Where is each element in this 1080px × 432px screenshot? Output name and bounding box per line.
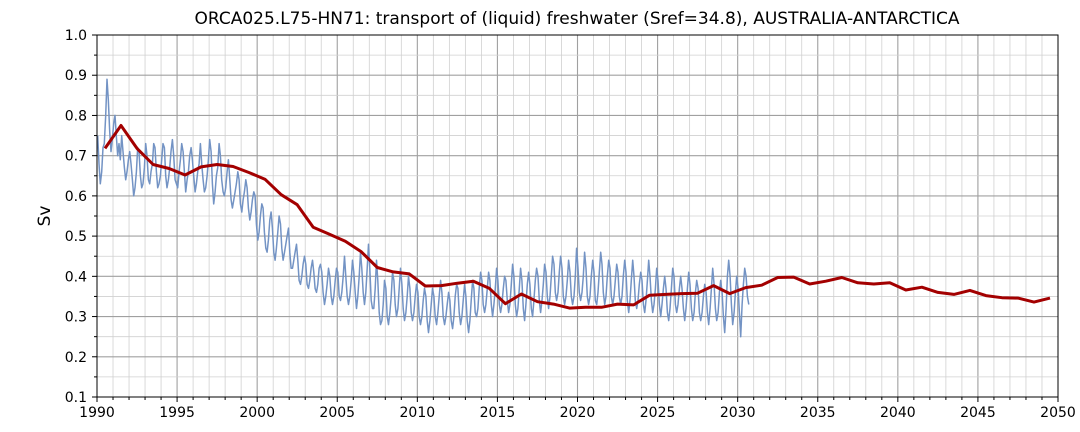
x-tick-label: 1990: [79, 405, 115, 421]
y-tick-label: 0.8: [65, 108, 87, 124]
tick-labels: 1990 1995 2000 2005 2010 2015 2020 2025 2030 2035…: [65, 28, 1076, 421]
x-tick-label: 2040: [880, 405, 916, 421]
x-tick-label: 2010: [400, 405, 436, 421]
x-tick-label: 2035: [800, 405, 836, 421]
y-tick-label: 0.7: [65, 149, 87, 165]
x-tick-label: 2030: [720, 405, 756, 421]
axis-ticks: [92, 34, 1059, 402]
y-tick-label: 0.4: [65, 269, 87, 285]
x-tick-label: 2020: [560, 405, 596, 421]
plot-frame: [96, 34, 1059, 398]
y-tick-label: 0.2: [65, 350, 87, 366]
chart-title: ORCA025.L75-HN71: transport of (liquid) …: [195, 9, 960, 29]
y-tick-label: 0.5: [65, 229, 87, 245]
y-tick-label: 0.1: [65, 390, 87, 406]
y-tick-label: 1.0: [65, 28, 87, 44]
x-tick-label: 2000: [239, 405, 275, 421]
x-tick-label: 2015: [480, 405, 516, 421]
series-lines: [96, 78, 1051, 338]
x-tick-label: 1995: [159, 405, 195, 421]
y-tick-label: 0.3: [65, 310, 87, 326]
x-tick-label: 2025: [640, 405, 676, 421]
annual-mean-series-line: [103, 124, 1051, 310]
grid-lines: [97, 35, 1058, 397]
y-tick-label: 0.6: [65, 189, 87, 205]
monthly-series-line: [96, 78, 750, 338]
x-tick-label: 2005: [319, 405, 355, 421]
y-tick-label: 0.9: [65, 68, 87, 84]
x-tick-label: 2045: [960, 405, 996, 421]
y-axis-label: Sv: [35, 206, 55, 227]
x-tick-label: 2050: [1040, 405, 1076, 421]
